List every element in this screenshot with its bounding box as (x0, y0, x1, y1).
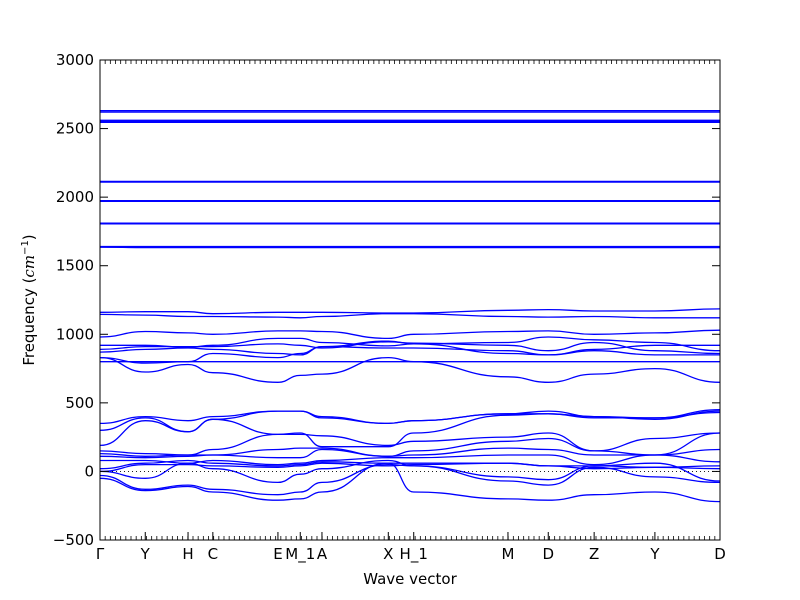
y-tick-label: 1500 (56, 257, 94, 275)
band-21 (99, 356, 721, 383)
plot-frame (99, 59, 721, 541)
y-axis-label: Frequency (cm−1) (20, 234, 38, 365)
x-tick-label: A (317, 545, 328, 563)
y-tick-label: −500 (53, 531, 94, 549)
y-tick-label: 0 (84, 462, 94, 480)
x-axis-label: Wave vector (363, 570, 457, 588)
x-tick-label: D (714, 545, 726, 563)
x-tick-label: M (501, 545, 514, 563)
x-tick-label: H_1 (400, 545, 428, 564)
band-14 (99, 313, 720, 319)
y-tick-label: 1000 (56, 325, 94, 343)
band-31 (99, 459, 721, 484)
y-axis-label-sup: −1 (20, 240, 31, 255)
y-tick-label: 500 (65, 394, 94, 412)
band-24 (99, 410, 721, 448)
y-axis-label-math: cm (20, 255, 38, 278)
y-tick-label: 2000 (56, 188, 94, 206)
x-tick-label: Y (140, 545, 151, 563)
x-tick-label: M_1 (285, 545, 315, 564)
band-15 (99, 329, 721, 340)
band-18 (99, 345, 720, 356)
y-axis-label-close: ) (20, 234, 38, 240)
band-13 (99, 308, 721, 315)
x-axis-ticks: Γ Y H C E M_1 A X H_1 M D Z Y D (96, 532, 726, 564)
x-tick-label: C (208, 545, 218, 563)
y-tick-label: 2500 (56, 120, 94, 138)
y-axis-label-text: Frequency ( (20, 278, 38, 366)
x-tick-label: E (273, 545, 282, 563)
band-17 (99, 341, 721, 355)
minor-ticks-group (99, 60, 721, 540)
x-tick-label: D (542, 545, 554, 563)
band-27 (99, 447, 721, 459)
band-33 (99, 462, 721, 503)
x-tick-label: Z (589, 545, 599, 563)
bands-group (99, 110, 721, 503)
x-tick-label: H (182, 545, 193, 563)
x-tick-label: Γ (96, 545, 105, 563)
band-19 (99, 340, 720, 364)
y-axis-ticks: −500 0 500 1000 1500 2000 2500 3000 (53, 51, 720, 549)
band-32 (99, 463, 721, 496)
band-30 (99, 462, 721, 473)
x-tick-label: Y (649, 545, 660, 563)
band-28 (100, 454, 721, 466)
x-tick-label: X (383, 545, 393, 563)
y-tick-label: 3000 (56, 51, 94, 69)
